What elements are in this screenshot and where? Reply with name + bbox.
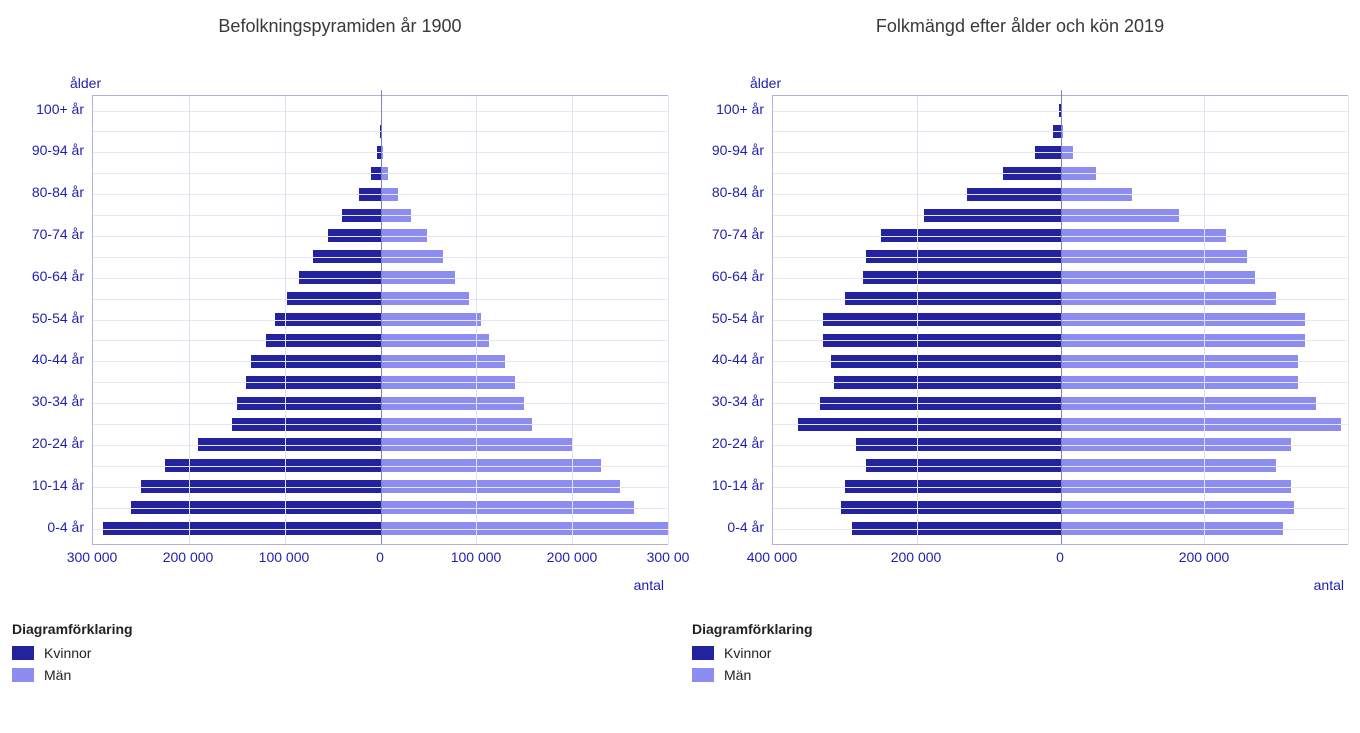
y-tick-label: 10-14 år (692, 477, 772, 493)
x-tick-label: 200 000 (547, 549, 598, 565)
chart-title-right: Folkmängd efter ålder och kön 2019 (692, 16, 1348, 37)
y-labels-left: 100+ år 90-94 år 80-84 år 70-74 år 60-64 år 5… (12, 95, 92, 545)
x-tick-label: 0 (1056, 549, 1064, 565)
x-ticks-left: 300 000200 000100 0000100 000200 000300 … (92, 549, 668, 571)
y-tick-label: 80-84 år (692, 184, 772, 200)
y-tick-label: 20-24 år (692, 435, 772, 451)
y-tick-label: 30-34 år (692, 393, 772, 409)
x-tick-label: 100 000 (259, 549, 310, 565)
legend-left: Diagramförklaring Kvinnor Män (12, 621, 668, 683)
x-tick-label: 200 000 (891, 549, 942, 565)
y-tick-label: 50-54 år (12, 310, 92, 326)
legend-label-women-left: Kvinnor (44, 645, 91, 661)
centerline-right (1061, 90, 1062, 544)
legend-label-men-left: Män (44, 667, 71, 683)
y-tick-label: 20-24 år (12, 435, 92, 451)
legend-swatch-women-left (12, 646, 34, 660)
legend-swatch-women-right (692, 646, 714, 660)
plot-wrap-left: 100+ år 90-94 år 80-84 år 70-74 år 60-64 år 5… (12, 95, 668, 545)
y-tick-label: 100+ år (692, 101, 772, 117)
x-tick-label: 0 (376, 549, 384, 565)
dual-chart-container: Befolkningspyramiden år 1900 ålder 100+ … (0, 0, 1360, 733)
x-tick-label: 100 000 (451, 549, 502, 565)
y-tick-label: 40-44 år (12, 351, 92, 367)
y-labels-right: 100+ år 90-94 år 80-84 år 70-74 år 60-64 år 5… (692, 95, 772, 545)
plot-area-left (92, 95, 668, 545)
legend-swatch-men-left (12, 668, 34, 682)
legend-title-right: Diagramförklaring (692, 621, 1348, 637)
legend-item-men-left: Män (12, 667, 668, 683)
plot-area-right (772, 95, 1348, 545)
x-tick-label: 200 000 (163, 549, 214, 565)
x-axis-label-left: antal (12, 577, 664, 593)
centerline-left (381, 90, 382, 544)
x-tick-label: 300 000 (67, 549, 118, 565)
y-tick-label: 0-4 år (12, 519, 92, 535)
y-tick-label: 90-94 år (692, 142, 772, 158)
legend-swatch-men-right (692, 668, 714, 682)
right-panel: Folkmängd efter ålder och kön 2019 ålder… (680, 0, 1360, 733)
chart-title-left: Befolkningspyramiden år 1900 (12, 16, 668, 37)
y-tick-label: 100+ år (12, 101, 92, 117)
left-panel: Befolkningspyramiden år 1900 ålder 100+ … (0, 0, 680, 733)
x-tick-label: 400 000 (747, 549, 798, 565)
y-tick-label: 40-44 år (692, 351, 772, 367)
x-tick-label: 200 000 (1179, 549, 1230, 565)
legend-item-women-left: Kvinnor (12, 645, 668, 661)
legend-item-women-right: Kvinnor (692, 645, 1348, 661)
y-tick-label: 90-94 år (12, 142, 92, 158)
y-tick-label: 10-14 år (12, 477, 92, 493)
y-tick-label: 70-74 år (692, 226, 772, 242)
y-tick-label: 60-64 år (12, 268, 92, 284)
legend-label-men-right: Män (724, 667, 751, 683)
legend-title-left: Diagramförklaring (12, 621, 668, 637)
y-tick-label: 50-54 år (692, 310, 772, 326)
y-axis-label-right: ålder (750, 75, 1348, 91)
legend-right: Diagramförklaring Kvinnor Män (692, 621, 1348, 683)
legend-item-men-right: Män (692, 667, 1348, 683)
plot-wrap-right: 100+ år 90-94 år 80-84 år 70-74 år 60-64 år 5… (692, 95, 1348, 545)
legend-label-women-right: Kvinnor (724, 645, 771, 661)
x-ticks-right: 400 000200 0000200 000 (772, 549, 1348, 571)
y-tick-label: 70-74 år (12, 226, 92, 242)
y-tick-label: 60-64 år (692, 268, 772, 284)
y-tick-label: 0-4 år (692, 519, 772, 535)
y-axis-label-left: ålder (70, 75, 668, 91)
x-axis-label-right: antal (692, 577, 1344, 593)
y-tick-label: 80-84 år (12, 184, 92, 200)
y-tick-label: 30-34 år (12, 393, 92, 409)
